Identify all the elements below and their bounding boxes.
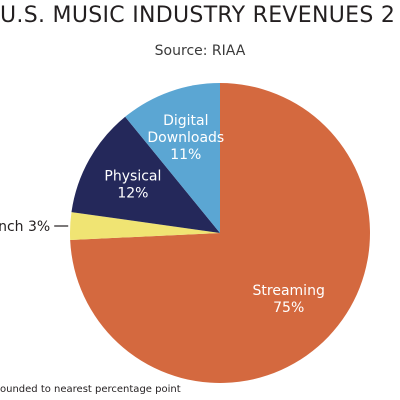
chart-footnote: ounded to nearest percentage point [0,384,181,395]
pie-slices [69,83,370,383]
slice-label-line: Physical [104,168,161,184]
slice-label-line: Digital [163,113,208,129]
slice-label-nch-3: nch 3% [0,219,50,235]
chart-subtitle: Source: RIAA [154,43,246,59]
slice-label-line: Downloads [147,130,224,146]
slice-label-line: 75% [273,300,304,316]
slice-digital [125,83,220,233]
slice-label-line: 12% [117,185,148,201]
slice-label-physical: Physical 12% [104,168,161,201]
slice-label-streaming: Streaming 75% [253,283,325,316]
slice-label-line: Streaming [253,283,325,299]
slice-streaming [70,83,370,383]
pie-labels: Streaming 75% nch 3% Physical 12% Digital Down… [0,113,325,316]
slice-label-digital: Digital Downloads 11% [147,113,224,163]
slice-label-line: 11% [170,147,201,163]
slice-physical [71,116,220,233]
chart-title: U.S. MUSIC INDUSTRY REVENUES 2 [0,3,396,28]
slice-nch-3 [69,212,220,240]
